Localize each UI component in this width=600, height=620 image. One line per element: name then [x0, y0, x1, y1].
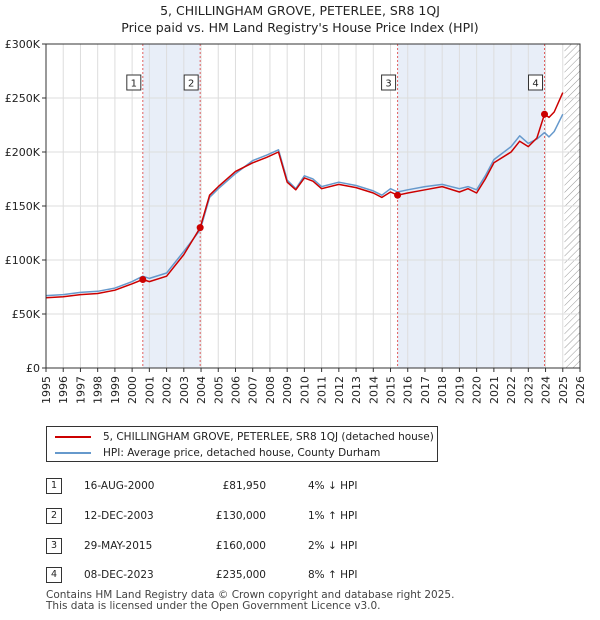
- y-tick-label: £0: [26, 362, 40, 375]
- footer-line1: Contains HM Land Registry data © Crown c…: [46, 589, 455, 601]
- x-tick-label: 2017: [419, 376, 432, 404]
- table-row: 4 08-DEC-2023 £235,000 8% ↑ HPI: [46, 567, 406, 585]
- x-tick-label: 2019: [453, 376, 466, 404]
- transaction-hpi: 1% ↑ HPI: [308, 510, 358, 522]
- chart-legend: 5, CHILLINGHAM GROVE, PETERLEE, SR8 1QJ …: [46, 426, 438, 462]
- table-row: 1 16-AUG-2000 £81,950 4% ↓ HPI: [46, 478, 406, 496]
- x-tick-label: 2005: [212, 376, 225, 404]
- footer-line2: This data is licensed under the Open Gov…: [46, 600, 381, 612]
- x-tick-label: 2010: [298, 376, 311, 404]
- x-tick-label: 2026: [574, 376, 587, 404]
- x-tick-label: 1998: [92, 376, 105, 404]
- transaction-number: 2: [46, 508, 62, 524]
- sale-point: [394, 191, 402, 199]
- transaction-date: 12-DEC-2003: [84, 510, 154, 522]
- chart-title: 5, CHILLINGHAM GROVE, PETERLEE, SR8 1QJ …: [0, 2, 600, 36]
- transaction-date: 16-AUG-2000: [84, 480, 155, 492]
- transaction-price: £81,950: [222, 480, 266, 492]
- sale-label-box: [183, 74, 199, 91]
- x-tick-label: 2014: [367, 376, 380, 404]
- x-tick-label: 2011: [316, 376, 329, 404]
- transaction-date: 08-DEC-2023: [84, 569, 154, 581]
- x-tick-label: 1995: [40, 376, 53, 404]
- x-tick-label: 2002: [161, 376, 174, 404]
- sale-point: [541, 110, 549, 118]
- legend-label-property: 5, CHILLINGHAM GROVE, PETERLEE, SR8 1QJ …: [103, 431, 434, 443]
- sale-label-box: [126, 74, 142, 91]
- transaction-date: 29-MAY-2015: [84, 540, 153, 552]
- x-tick-label: 2003: [178, 376, 191, 404]
- x-tick-label: 2016: [402, 376, 415, 404]
- transaction-hpi: 8% ↑ HPI: [308, 569, 358, 581]
- y-tick-label: £50K: [12, 308, 41, 321]
- transaction-number: 3: [46, 538, 62, 554]
- legend-swatch-property: [55, 436, 91, 438]
- transaction-number: 4: [46, 567, 62, 583]
- x-tick-label: 2024: [540, 376, 553, 404]
- x-tick-label: 1996: [57, 376, 70, 404]
- sale-label: 3: [385, 79, 391, 90]
- price-chart: 1 2 3 4 £0 £50K £100K £150K £200K £250K £300K 1995…: [5, 38, 587, 404]
- hpi-line: [45, 113, 564, 297]
- x-tick-label: 2007: [247, 376, 260, 404]
- x-tick-label: 2015: [385, 376, 398, 404]
- table-row: 3 29-MAY-2015 £160,000 2% ↓ HPI: [46, 538, 406, 556]
- sale-point: [139, 275, 147, 283]
- x-tick-label: 2013: [350, 376, 363, 404]
- y-tick-label: £200K: [5, 146, 41, 159]
- chart-title-line1: 5, CHILLINGHAM GROVE, PETERLEE, SR8 1QJ: [160, 3, 440, 18]
- x-tick-label: 2012: [333, 376, 346, 404]
- chart-title-line2: Price paid vs. HM Land Registry's House …: [121, 20, 479, 35]
- sale-label: 2: [188, 79, 194, 90]
- x-tick-label: 2022: [505, 376, 518, 404]
- transaction-number: 1: [46, 478, 62, 494]
- y-tick-label: £150K: [5, 200, 41, 213]
- y-tick-label: £100K: [5, 254, 41, 267]
- x-tick-label: 2021: [488, 376, 501, 404]
- x-tick-label: 2009: [281, 376, 294, 404]
- property-price-line: [45, 92, 564, 299]
- y-tick-label: £250K: [5, 92, 41, 105]
- x-tick-label: 1997: [74, 376, 87, 404]
- x-tick-label: 2008: [264, 376, 277, 404]
- sale-label: 4: [532, 79, 538, 90]
- transaction-price: £130,000: [215, 510, 266, 522]
- transaction-price: £235,000: [215, 569, 266, 581]
- x-tick-label: 2023: [522, 376, 535, 404]
- y-tick-label: £300K: [5, 38, 41, 51]
- transaction-hpi: 4% ↓ HPI: [308, 480, 358, 492]
- x-tick-label: 2020: [471, 376, 484, 404]
- x-tick-label: 2025: [557, 376, 570, 404]
- transaction-hpi: 2% ↓ HPI: [308, 540, 358, 552]
- footer-note: Contains HM Land Registry data © Crown c…: [46, 590, 454, 612]
- legend-item-property: 5, CHILLINGHAM GROVE, PETERLEE, SR8 1QJ …: [55, 429, 434, 445]
- legend-item-hpi: HPI: Average price, detached house, Coun…: [55, 445, 380, 461]
- sale-label-box: [381, 74, 397, 91]
- x-tick-label: 2018: [436, 376, 449, 404]
- transaction-price: £160,000: [215, 540, 266, 552]
- x-tick-label: 2001: [143, 376, 156, 404]
- sale-label-box: [528, 74, 544, 91]
- sale-label: 1: [131, 79, 137, 90]
- x-tick-label: 2004: [195, 376, 208, 404]
- legend-swatch-hpi: [55, 452, 91, 454]
- sale-point: [196, 224, 204, 232]
- legend-label-hpi: HPI: Average price, detached house, Coun…: [103, 447, 381, 459]
- x-tick-label: 1999: [109, 376, 122, 404]
- x-tick-label: 2000: [126, 376, 139, 404]
- table-row: 2 12-DEC-2003 £130,000 1% ↑ HPI: [46, 508, 406, 526]
- x-tick-label: 2006: [229, 376, 242, 404]
